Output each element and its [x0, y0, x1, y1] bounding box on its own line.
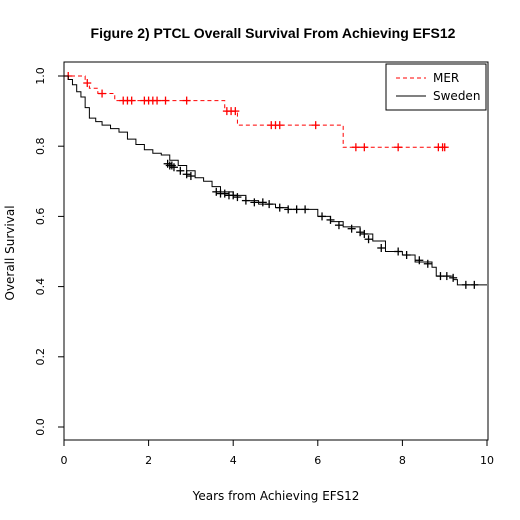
censor-mark-sweden [169, 163, 178, 172]
x-tick-label: 2 [145, 454, 152, 467]
x-tick-label: 10 [480, 454, 494, 467]
series-line-sweden [64, 75, 487, 286]
y-tick-label: 0.8 [34, 137, 47, 155]
censor-mark-mer [161, 96, 170, 105]
x-tick-label: 6 [314, 454, 321, 467]
censor-mark-sweden [233, 193, 242, 202]
censor-mark-sweden [284, 205, 293, 214]
series-layer [64, 72, 487, 289]
censor-mark-sweden [402, 251, 411, 260]
censor-mark-sweden [186, 172, 195, 181]
censor-mark-sweden [470, 280, 479, 289]
censor-mark-sweden [442, 272, 451, 281]
censor-mark-sweden [241, 196, 250, 205]
censor-mark-mer [360, 143, 369, 152]
censor-mark-sweden [461, 280, 470, 289]
censor-mark-sweden [423, 259, 432, 268]
x-tick-label: 4 [230, 454, 237, 467]
censor-mark-sweden [334, 221, 343, 230]
censor-mark-sweden [182, 170, 191, 179]
y-tick-label: 0.4 [34, 278, 47, 296]
legend-box [385, 63, 487, 111]
chart-title: Figure 2) PTCL Overall Survival From Ach… [91, 25, 456, 41]
censor-mark-mer [153, 96, 162, 105]
censor-mark-mer [440, 143, 449, 152]
censor-mark-sweden [258, 198, 267, 207]
censor-mark-sweden [377, 243, 386, 252]
censor-mark-sweden [229, 191, 238, 200]
censor-mark-sweden [265, 200, 274, 209]
censor-mark-mer [98, 89, 107, 98]
censor-mark-mer [351, 143, 360, 152]
legend-label-mer: MER [433, 71, 459, 85]
censor-mark-sweden [220, 189, 229, 198]
censor-mark-sweden [167, 161, 176, 170]
legend: MER Sweden [385, 63, 487, 111]
censor-mark-sweden [347, 224, 356, 233]
censor-mark-mer [311, 121, 320, 130]
censor-mark-sweden [301, 205, 310, 214]
censor-mark-sweden [163, 159, 172, 168]
y-tick-label: 0.6 [34, 208, 47, 226]
censor-mark-mer [275, 121, 284, 130]
censor-mark-sweden [326, 215, 335, 224]
censor-mark-sweden [394, 247, 403, 256]
y-axis: 0.0 0.2 0.4 0.6 0.8 1.0 [34, 67, 64, 436]
censor-mark-sweden [356, 228, 365, 237]
y-tick-label: 0.2 [34, 348, 47, 366]
censor-mark-sweden [364, 235, 373, 244]
censor-mark-sweden [250, 198, 259, 207]
y-tick-label: 1.0 [34, 67, 47, 85]
censor-mark-sweden [360, 229, 369, 238]
plot-frame [63, 61, 489, 441]
censor-mark-sweden [292, 205, 301, 214]
censor-mark-sweden [176, 166, 185, 175]
y-axis-label: Overall Survival [3, 205, 17, 300]
censor-mark-sweden [449, 273, 458, 282]
censor-mark-mer [231, 107, 240, 116]
censor-mark-mer [83, 79, 92, 88]
x-axis: 0 2 4 6 8 10 [61, 440, 494, 467]
censor-mark-sweden [212, 187, 221, 196]
y-tick-label: 0.0 [34, 418, 47, 436]
legend-label-sweden: Sweden [433, 89, 480, 103]
x-tick-label: 8 [399, 454, 406, 467]
censor-mark-mer [182, 96, 191, 105]
censor-mark-mer [127, 96, 136, 105]
censor-mark-mer [394, 143, 403, 152]
censor-mark-sweden [275, 203, 284, 212]
x-axis-label: Years from Achieving EFS12 [192, 489, 360, 503]
censor-mark-sweden [318, 212, 327, 221]
censor-mark-sweden [415, 256, 424, 265]
x-tick-label: 0 [61, 454, 68, 467]
